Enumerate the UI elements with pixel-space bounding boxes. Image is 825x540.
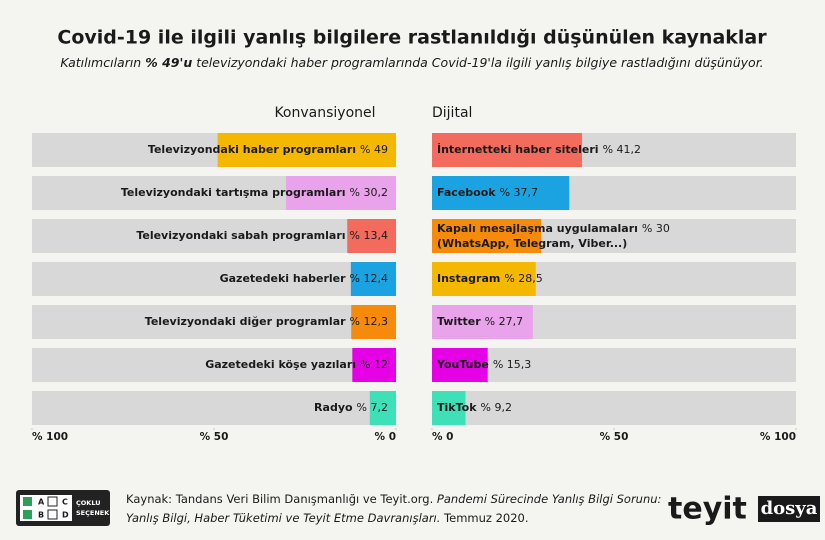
value-label: % 9,2 xyxy=(481,401,512,414)
value-label: % 30 xyxy=(642,222,670,235)
badge-check xyxy=(23,510,32,519)
badge: A B C D ÇOKLU SEÇENEK xyxy=(16,490,110,526)
value-label: % 12,4 xyxy=(350,272,388,285)
bar xyxy=(351,305,396,339)
subtitle-part: Katılımcıların xyxy=(60,55,145,70)
bar-label: Televizyondaki tartışma programları % 30,… xyxy=(121,186,388,199)
x-tick-label: % 50 xyxy=(600,431,629,443)
bar xyxy=(350,262,396,296)
x-tick-label: % 0 xyxy=(432,431,453,443)
source-part: Pandemi Sürecinde Yanlış Bilgi Sorunu: xyxy=(437,492,662,506)
subtitle: Katılımcıların % 49'u televizyondaki hab… xyxy=(60,55,763,70)
badge-letter: D xyxy=(62,511,69,520)
badge-letter: C xyxy=(62,498,68,507)
subtitle-part: televizyondaki haber programlarında Covi… xyxy=(192,55,763,70)
brand: dosya xyxy=(761,498,818,519)
category-label: Televizyondaki tartışma programları xyxy=(121,186,346,199)
badge-letter: B xyxy=(38,511,44,520)
category-label: Twitter xyxy=(437,315,481,328)
value-label: % 30,2 xyxy=(350,186,388,199)
bar xyxy=(432,219,542,253)
x-tick-label: % 100 xyxy=(760,431,796,443)
bar xyxy=(432,348,488,382)
title: Covid-19 ile ilgili yanlış bilgilere ras… xyxy=(57,27,767,49)
category-label: Kapalı mesajlaşma uygulamaları xyxy=(437,222,638,235)
value-label: % 27,7 xyxy=(485,315,523,328)
bar xyxy=(432,305,533,339)
value-label: % 28,5 xyxy=(504,272,542,285)
category-label: TikTok xyxy=(437,401,477,414)
value-label: % 41,2 xyxy=(603,143,641,156)
source: Yanlış Bilgi, Haber Tüketimi ve Teyit Et… xyxy=(126,511,529,525)
value-label: % 37,7 xyxy=(500,186,538,199)
bar xyxy=(217,133,396,167)
bar-track xyxy=(32,262,396,296)
bar-label: Twitter % 27,7 xyxy=(437,315,523,328)
category-label: Gazetedeki haberler xyxy=(220,272,347,285)
value-label: % 15,3 xyxy=(493,358,531,371)
bar xyxy=(369,391,396,425)
badge-check xyxy=(23,497,32,506)
bar xyxy=(347,219,396,253)
bar-track xyxy=(432,391,796,425)
bar-label: Instagram % 28,5 xyxy=(437,272,543,285)
category-label: Televizyondaki haber programları xyxy=(148,143,356,156)
category-label: Facebook xyxy=(437,186,496,199)
category-label: Televizyondaki diğer programlar xyxy=(145,315,346,328)
x-tick-label: % 100 xyxy=(32,431,68,443)
panel-title: Dijital xyxy=(432,105,472,121)
bar-label: TikTok % 9,2 xyxy=(437,401,512,414)
brand-box xyxy=(758,496,820,522)
badge-check xyxy=(47,496,58,507)
badge-letter: A xyxy=(38,498,45,507)
bar-label: YouTube % 15,3 xyxy=(436,358,531,371)
badge-label: SEÇENEK xyxy=(76,509,110,517)
bar xyxy=(286,176,396,210)
bar-label: Televizyondaki haber programları % 49 xyxy=(148,143,388,156)
bar-track xyxy=(32,391,396,425)
source-part: Temmuz 2020. xyxy=(440,511,528,525)
bar xyxy=(432,262,536,296)
bar-label: Facebook % 37,7 xyxy=(437,186,538,199)
x-tick-label: % 50 xyxy=(200,431,229,443)
value-label: % 12 xyxy=(360,358,388,371)
bar-label: Radyo % 7,2 xyxy=(314,401,388,414)
bar-track xyxy=(432,348,796,382)
panel-title: Konvansiyonel xyxy=(274,105,375,121)
source-part: Kaynak: Tandans Veri Bilim Danışmanlığı … xyxy=(126,492,437,506)
badge-label: ÇOKLU xyxy=(76,499,101,507)
category-label: YouTube xyxy=(436,358,489,371)
bar-label: Gazetedeki haberler% 12,4 xyxy=(220,272,388,285)
subtitle-part: % 49'u xyxy=(145,55,192,70)
bar xyxy=(432,176,570,210)
value-label: % 49 xyxy=(360,143,388,156)
bar-label: İnternetteki haber siteleri % 41,2 xyxy=(437,142,641,156)
category-label: Radyo xyxy=(314,401,353,414)
category-note: (WhatsApp, Telegram, Viber...) xyxy=(437,237,627,250)
value-label: % 12,3 xyxy=(350,315,388,328)
category-label: İnternetteki haber siteleri xyxy=(437,142,599,156)
bar-label: Kapalı mesajlaşma uygulamaları % 30 xyxy=(437,222,670,235)
category-label: Televizyondaki sabah programları xyxy=(136,229,345,242)
category-label: Gazetedeki köşe yazıları xyxy=(205,358,356,371)
bar-track xyxy=(32,219,396,253)
x-tick-label: % 0 xyxy=(375,431,396,443)
bar-label: Televizyondaki sabah programları % 13,4 xyxy=(136,229,388,242)
source: Kaynak: Tandans Veri Bilim Danışmanlığı … xyxy=(126,492,661,506)
badge-check xyxy=(47,509,58,520)
brand: teyit xyxy=(668,492,747,527)
bar-track xyxy=(32,305,396,339)
category-label: Instagram xyxy=(437,272,500,285)
bar-label: Televizyondaki diğer programlar % 12,3 xyxy=(145,315,388,328)
source-part: Yanlış Bilgi, Haber Tüketimi ve Teyit Et… xyxy=(126,511,440,525)
value-label: % 13,4 xyxy=(350,229,388,242)
bar-label: Gazetedeki köşe yazıları % 12 xyxy=(205,358,388,371)
value-label: % 7,2 xyxy=(357,401,388,414)
bar xyxy=(432,391,466,425)
bar-track xyxy=(32,348,396,382)
bar xyxy=(432,133,582,167)
bar xyxy=(352,348,396,382)
